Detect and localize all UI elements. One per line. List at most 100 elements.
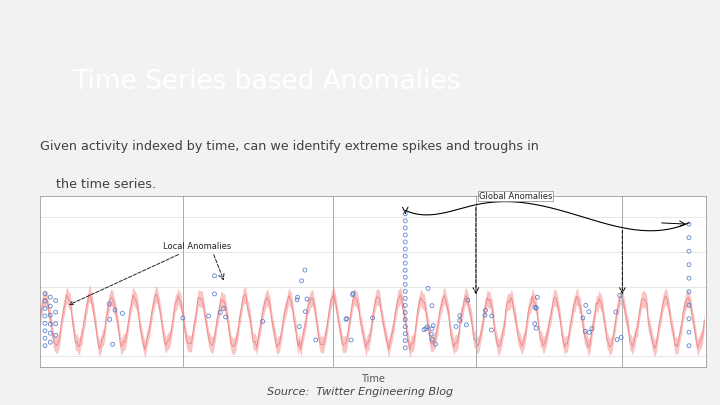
Point: [45, 303, 56, 309]
Point: [683, 262, 695, 268]
Point: [400, 211, 411, 217]
Point: [428, 322, 439, 329]
Point: [616, 334, 627, 341]
Point: [294, 323, 305, 330]
Point: [423, 285, 434, 292]
Point: [683, 329, 695, 335]
Point: [426, 336, 438, 343]
Point: [50, 297, 61, 304]
Point: [400, 309, 411, 316]
Point: [430, 341, 441, 347]
Point: [462, 297, 474, 303]
Point: [426, 331, 437, 337]
Point: [367, 315, 379, 321]
Point: [480, 307, 491, 313]
Point: [583, 309, 595, 315]
Point: [301, 296, 312, 302]
Point: [610, 309, 621, 315]
Point: [203, 313, 215, 319]
Point: [299, 267, 310, 273]
Point: [346, 337, 357, 343]
Point: [347, 292, 359, 298]
Point: [39, 298, 50, 304]
Point: [454, 312, 466, 319]
Point: [109, 307, 121, 313]
Point: [683, 343, 695, 349]
Point: [257, 318, 269, 325]
Point: [45, 321, 56, 327]
Point: [577, 315, 588, 321]
Point: [39, 343, 50, 349]
Point: [400, 288, 411, 294]
Text: Global Anomalies: Global Anomalies: [479, 192, 552, 200]
Point: [400, 260, 411, 266]
Point: [104, 301, 115, 307]
Point: [400, 232, 411, 238]
Point: [400, 337, 411, 344]
Point: [400, 345, 411, 351]
Point: [480, 312, 491, 318]
Point: [485, 327, 497, 333]
Text: Time Series based Anomalies: Time Series based Anomalies: [72, 68, 460, 95]
Point: [454, 317, 465, 324]
Point: [531, 325, 542, 331]
Point: [611, 337, 623, 343]
Point: [220, 314, 231, 320]
Text: Want to find global anomalies and local anomalies: Want to find global anomalies and local …: [40, 227, 363, 240]
Point: [580, 302, 592, 309]
Point: [400, 225, 411, 231]
Point: [683, 315, 695, 322]
Point: [310, 337, 322, 343]
Point: [39, 313, 50, 319]
Point: [450, 323, 462, 330]
Point: [400, 239, 411, 245]
Point: [400, 302, 411, 309]
Point: [400, 295, 411, 302]
Text: the time series.: the time series.: [40, 178, 156, 191]
Point: [50, 309, 61, 315]
Point: [683, 234, 695, 241]
Point: [45, 339, 56, 345]
Point: [39, 305, 50, 312]
Point: [177, 315, 189, 321]
X-axis label: Time: Time: [361, 374, 384, 384]
Point: [291, 296, 302, 303]
Point: [296, 277, 307, 284]
Point: [461, 322, 472, 328]
Point: [400, 281, 411, 288]
Point: [347, 290, 359, 296]
Point: [614, 292, 626, 299]
Point: [586, 325, 598, 332]
Point: [583, 329, 595, 336]
Point: [107, 341, 118, 347]
Point: [45, 294, 56, 301]
Point: [531, 305, 542, 311]
Point: [104, 316, 115, 323]
Point: [50, 320, 61, 327]
Point: [341, 315, 353, 322]
Point: [400, 246, 411, 252]
Point: [683, 248, 695, 254]
Point: [418, 326, 430, 333]
Point: [400, 274, 411, 281]
Point: [50, 332, 61, 339]
Point: [209, 273, 220, 279]
Point: [426, 303, 438, 309]
Point: [117, 310, 128, 317]
Point: [400, 323, 411, 330]
Text: Source:  Twitter Engineering Blog: Source: Twitter Engineering Blog: [267, 387, 453, 397]
Point: [217, 305, 229, 312]
Point: [529, 304, 541, 311]
Point: [531, 294, 543, 301]
Point: [529, 321, 541, 327]
Point: [292, 294, 303, 301]
Point: [39, 328, 50, 334]
Point: [39, 320, 50, 326]
Point: [683, 275, 695, 281]
Point: [39, 290, 50, 297]
Point: [400, 267, 411, 273]
Point: [683, 288, 695, 295]
Point: [209, 291, 220, 297]
Point: [421, 324, 433, 330]
Point: [683, 302, 695, 309]
